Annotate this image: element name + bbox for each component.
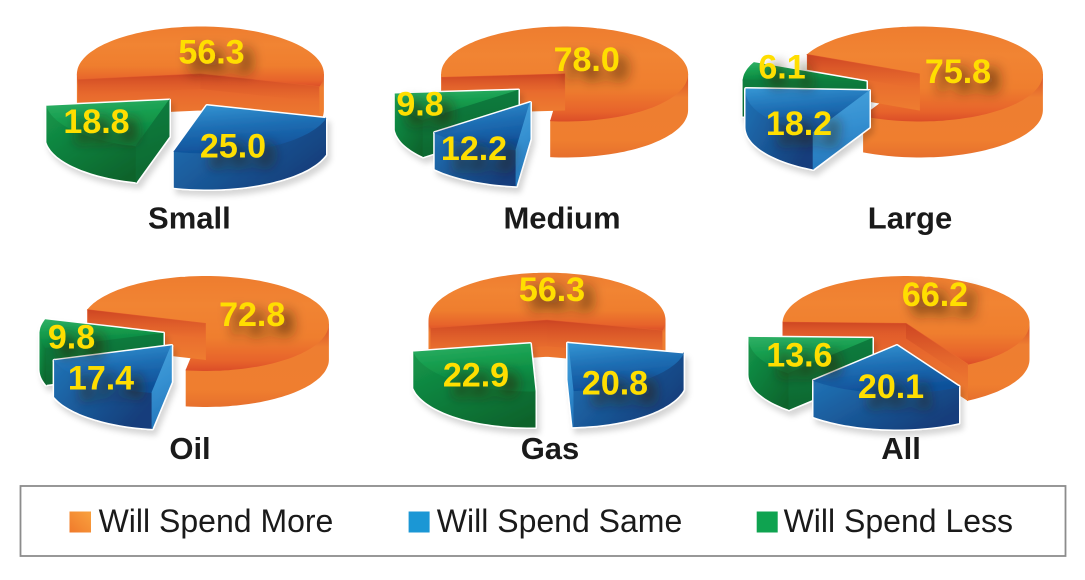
svg-text:Will Spend Same: Will Spend Same bbox=[437, 503, 682, 539]
svg-text:78.0: 78.0 bbox=[554, 41, 620, 79]
svg-text:20.1: 20.1 bbox=[858, 368, 924, 406]
svg-text:56.3: 56.3 bbox=[519, 271, 585, 309]
svg-text:Small: Small bbox=[148, 201, 231, 236]
svg-text:All: All bbox=[881, 431, 921, 466]
svg-text:6.1: 6.1 bbox=[758, 49, 805, 87]
svg-text:17.4: 17.4 bbox=[68, 360, 134, 398]
svg-text:75.8: 75.8 bbox=[925, 53, 991, 91]
svg-text:12.2: 12.2 bbox=[441, 130, 507, 168]
svg-text:18.2: 18.2 bbox=[766, 105, 832, 143]
svg-text:13.6: 13.6 bbox=[766, 337, 832, 375]
svg-text:Oil: Oil bbox=[169, 431, 210, 466]
svg-text:66.2: 66.2 bbox=[902, 276, 968, 314]
svg-text:20.8: 20.8 bbox=[582, 365, 648, 403]
svg-text:25.0: 25.0 bbox=[200, 128, 266, 166]
svg-text:72.8: 72.8 bbox=[219, 296, 285, 334]
svg-text:56.3: 56.3 bbox=[178, 34, 244, 72]
svg-text:18.8: 18.8 bbox=[63, 103, 129, 141]
svg-text:Will Spend Less: Will Spend Less bbox=[784, 503, 1013, 539]
svg-text:9.8: 9.8 bbox=[396, 86, 443, 124]
svg-text:Will Spend More: Will Spend More bbox=[99, 503, 334, 539]
svg-text:Large: Large bbox=[868, 201, 952, 236]
svg-text:22.9: 22.9 bbox=[443, 357, 509, 395]
svg-text:Medium: Medium bbox=[503, 201, 620, 236]
svg-text:9.8: 9.8 bbox=[48, 319, 95, 357]
svg-text:Gas: Gas bbox=[521, 431, 580, 466]
